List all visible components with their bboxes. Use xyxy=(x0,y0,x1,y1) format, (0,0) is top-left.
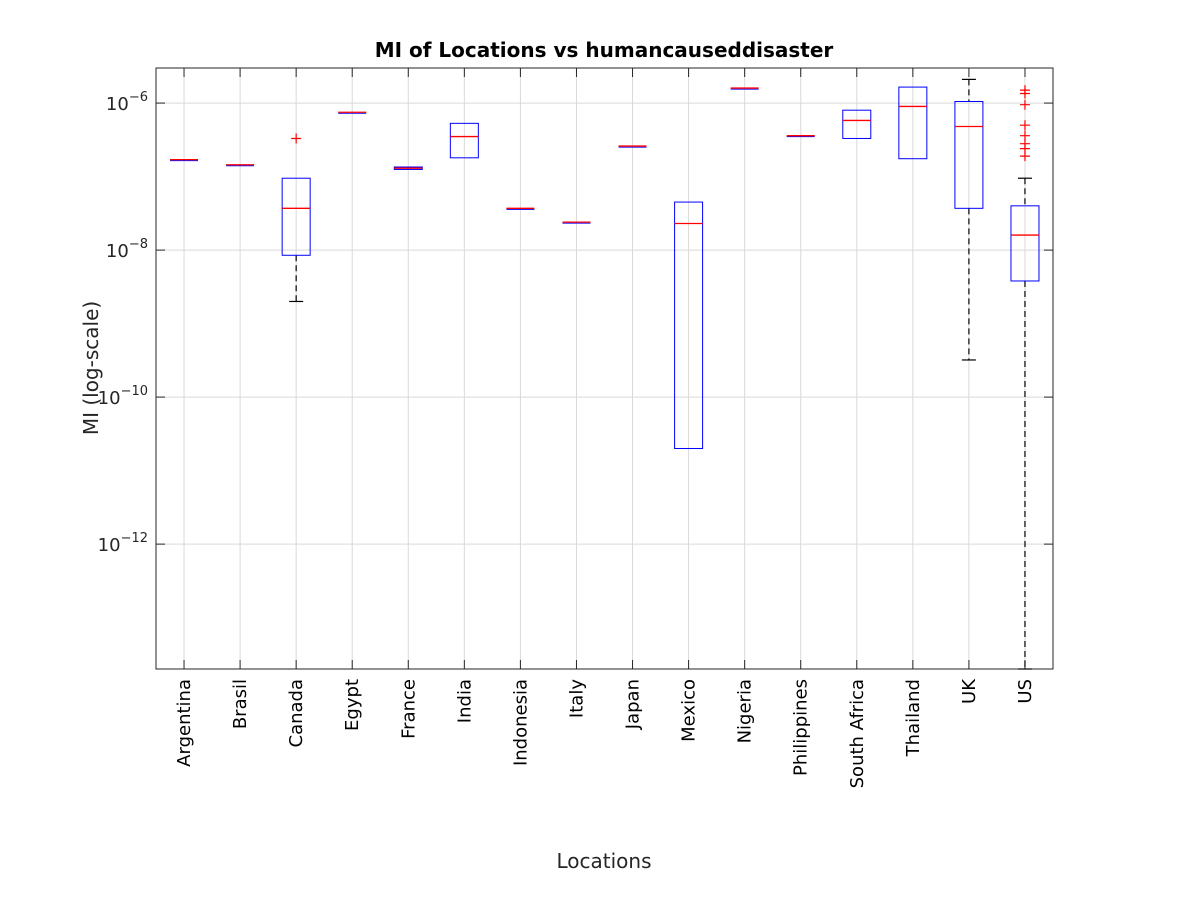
x-tick-label: Mexico xyxy=(679,679,700,742)
x-tick-label: Egypt xyxy=(342,679,363,731)
y-axis-label: MI (log-scale) xyxy=(79,301,103,435)
box-group xyxy=(506,207,535,210)
x-tick-label: Canada xyxy=(286,679,307,748)
iqr-box xyxy=(898,86,928,160)
y-tick-exponent: −10 xyxy=(121,384,148,399)
iqr-box xyxy=(449,122,479,159)
iqr-box xyxy=(1010,205,1040,282)
x-tick-label: US xyxy=(1015,679,1036,704)
x-tick-label: Philippines xyxy=(791,679,812,776)
y-tick-label: 10−8 xyxy=(106,237,148,262)
y-tick-exponent: −6 xyxy=(129,90,148,105)
box-group xyxy=(338,111,367,114)
outlier-marker xyxy=(1019,120,1030,131)
x-tick-label: Nigeria xyxy=(735,679,756,743)
box-group xyxy=(898,86,928,160)
chart-title: MI of Locations vs humancauseddisaster xyxy=(375,38,834,62)
x-tick-label: Italy xyxy=(566,679,587,718)
box-group xyxy=(281,133,311,303)
x-tick-labels: Argentina Brasil Canada Egypt France India Ind… xyxy=(174,678,1036,789)
plot-frame xyxy=(155,67,1054,670)
iqr-box xyxy=(674,201,704,449)
box-group xyxy=(842,109,872,139)
y-tick-exponent: −8 xyxy=(129,237,148,252)
iqr-box xyxy=(281,177,311,256)
axis-ticks xyxy=(156,68,1053,669)
box-group xyxy=(618,145,647,148)
x-tick-label: Argentina xyxy=(174,679,195,767)
y-tick-label: 10−12 xyxy=(98,531,148,556)
x-axis-label: Locations xyxy=(556,849,651,873)
box-group xyxy=(730,87,759,90)
grid-lines xyxy=(156,68,1053,669)
x-tick-label: Thailand xyxy=(903,679,924,757)
x-tick-label: UK xyxy=(959,678,980,704)
y-tick-exponent: −12 xyxy=(121,531,148,546)
outlier-marker xyxy=(1019,88,1030,99)
x-tick-label: Indonesia xyxy=(510,679,531,766)
box-group xyxy=(226,164,255,167)
box-group xyxy=(562,221,591,224)
y-tick-label: 10−6 xyxy=(106,90,148,115)
y-tick-base: 10 xyxy=(98,535,121,556)
x-tick-label: South Africa xyxy=(847,679,868,788)
box-group xyxy=(786,135,815,138)
x-tick-label: Brasil xyxy=(230,679,251,729)
box-plots xyxy=(170,78,1040,670)
iqr-box xyxy=(842,109,872,139)
outlier-marker xyxy=(291,133,302,144)
box-group xyxy=(393,166,423,170)
y-tick-base: 10 xyxy=(106,241,129,262)
box-group xyxy=(1010,85,1040,670)
iqr-box xyxy=(954,101,984,209)
box-group xyxy=(674,201,704,449)
x-tick-label: India xyxy=(454,679,475,723)
x-tick-label: Japan xyxy=(623,679,644,730)
box-group xyxy=(954,78,984,361)
box-group xyxy=(170,158,199,162)
y-tick-label: 10−10 xyxy=(98,384,148,409)
outlier-marker xyxy=(1019,99,1030,110)
x-tick-label: France xyxy=(398,679,419,739)
outlier-marker xyxy=(1019,151,1030,162)
y-tick-base: 10 xyxy=(106,94,129,115)
box-group xyxy=(449,122,479,159)
y-tick-base: 10 xyxy=(98,388,121,409)
